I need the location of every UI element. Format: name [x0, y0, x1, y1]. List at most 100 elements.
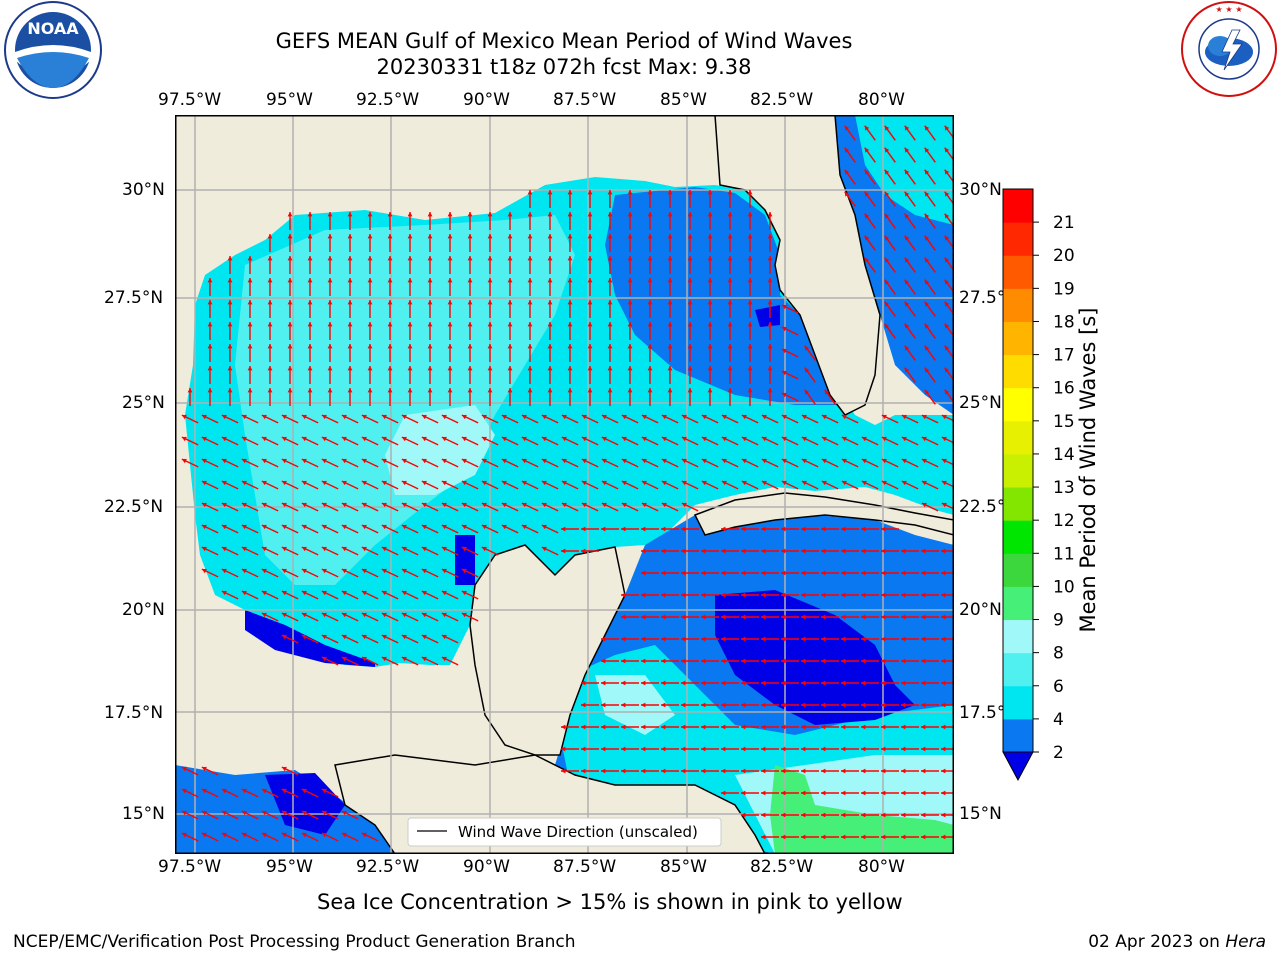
wind-wave-arrow-head: [361, 656, 367, 662]
wind-wave-arrow-head: [201, 480, 207, 486]
wind-wave-arrow-head: [427, 278, 433, 283]
wind-wave-arrow-head: [361, 634, 367, 640]
wind-wave-arrow-head: [381, 546, 387, 552]
wind-wave-arrow-head: [301, 480, 307, 486]
wind-wave-arrow-head: [327, 300, 333, 305]
wind-wave-arrow-head: [227, 256, 233, 261]
wind-wave-arrow-head: [361, 832, 367, 838]
wind-wave-arrow-head: [941, 570, 946, 576]
wind-wave-arrow-head: [881, 834, 886, 840]
wind-wave-arrow-head: [801, 614, 806, 620]
wind-wave-arrow-head: [767, 212, 773, 217]
wind-wave-arrow-head: [441, 458, 447, 464]
wind-wave-arrow-head: [487, 300, 493, 305]
wind-wave-arrow-head: [581, 480, 587, 486]
wind-wave-arrow-head: [401, 502, 407, 508]
wind-wave-arrow-head: [841, 834, 846, 840]
wind-wave-arrow-head: [447, 300, 453, 305]
wind-wave-arrow-head: [487, 366, 493, 371]
wind-wave-arrow-head: [884, 213, 890, 219]
wind-wave-arrow-head: [201, 436, 207, 442]
wind-wave-arrow-head: [681, 702, 686, 708]
wind-wave-arrow-head: [207, 322, 213, 327]
wind-wave-arrow-head: [601, 526, 606, 532]
wind-wave-arrow-head: [941, 658, 946, 664]
wind-wave-arrow-head: [761, 548, 766, 554]
wind-wave-arrow-head: [261, 810, 267, 816]
wind-wave-arrow-head: [621, 502, 627, 508]
wind-wave-arrow-head: [707, 344, 713, 349]
wind-wave-arrow-head: [681, 570, 686, 576]
wind-wave-arrow-head: [921, 790, 926, 796]
wind-wave-arrow-head: [321, 568, 327, 574]
wind-wave-arrow-head: [421, 524, 427, 530]
lon-label: 87.5°W: [553, 857, 617, 877]
wind-wave-arrow-head: [681, 614, 686, 620]
wind-wave-arrow-head: [347, 256, 353, 261]
wind-wave-arrow-head: [747, 256, 753, 261]
wind-wave-arrow-head: [207, 344, 213, 349]
legend-label: Wind Wave Direction (unscaled): [458, 823, 698, 841]
wind-wave-arrow-head: [901, 658, 906, 664]
colorbar-tick-label: 18: [1053, 312, 1075, 332]
wind-wave-arrow-head: [261, 414, 267, 420]
lat-label: 25°N: [959, 393, 1002, 413]
wind-wave-arrow-head: [861, 592, 866, 598]
wind-wave-arrow-head: [941, 680, 946, 686]
wind-wave-arrow-head: [241, 568, 247, 574]
wind-wave-arrow-head: [527, 344, 533, 349]
wind-wave-arrow-head: [621, 746, 626, 752]
wind-wave-arrow-head: [941, 548, 946, 554]
colorbar-tick-label: 13: [1053, 478, 1075, 498]
wind-wave-arrow-head: [861, 834, 866, 840]
wind-wave-arrow-head: [781, 370, 787, 376]
wind-wave-arrow-head: [521, 436, 527, 442]
wind-wave-arrow-head: [587, 278, 593, 283]
wind-wave-arrow-head: [387, 234, 393, 239]
wind-wave-arrow-head: [841, 436, 847, 442]
colorbar-band: [1003, 718, 1033, 753]
wind-wave-arrow-head: [821, 724, 826, 730]
wind-wave-arrow-head: [924, 367, 930, 373]
wind-wave-arrow-head: [741, 702, 746, 708]
wind-wave-arrow-head: [801, 414, 807, 420]
wind-wave-arrow-head: [221, 414, 227, 420]
wind-wave-arrow-head: [401, 458, 407, 464]
wind-wave-arrow-head: [707, 190, 713, 195]
wind-wave-arrow-head: [944, 125, 950, 131]
wind-wave-arrow-head: [681, 746, 686, 752]
wind-wave-arrow-head: [924, 257, 930, 263]
wind-wave-arrow-head: [301, 568, 307, 574]
wind-wave-arrow-head: [321, 502, 327, 508]
wind-wave-arrow-head: [741, 436, 747, 442]
wind-wave-arrow-head: [581, 548, 586, 554]
lat-label: 15°N: [122, 804, 165, 824]
wind-wave-arrow-head: [367, 234, 373, 239]
wind-wave-arrow-head: [427, 344, 433, 349]
wind-wave-arrow-head: [427, 256, 433, 261]
footer-credit: NCEP/EMC/Verification Post Processing Pr…: [13, 932, 576, 952]
wind-wave-arrow-head: [621, 526, 626, 532]
wind-wave-arrow-head: [361, 568, 367, 574]
wind-wave-arrow-head: [924, 389, 930, 395]
wind-wave-arrow-head: [741, 526, 746, 532]
colorbar-band: [1003, 387, 1033, 422]
wind-wave-arrow-head: [527, 212, 533, 217]
wind-wave-arrow-head: [727, 256, 733, 261]
wind-wave-arrow-head: [307, 322, 313, 327]
wind-wave-arrow-head: [401, 436, 407, 442]
wind-wave-arrow-head: [261, 524, 267, 530]
wind-wave-arrow-head: [281, 436, 287, 442]
wind-wave-arrow-head: [707, 322, 713, 327]
wind-wave-arrow-head: [661, 414, 667, 420]
wind-wave-arrow-head: [801, 592, 806, 598]
wind-wave-arrow-head: [747, 388, 753, 393]
wind-wave-arrow-head: [447, 278, 453, 283]
wind-wave-arrow-head: [261, 568, 267, 574]
wind-wave-arrow-head: [707, 300, 713, 305]
wind-wave-arrow-head: [601, 724, 606, 730]
wind-wave-arrow-head: [864, 257, 870, 263]
wind-wave-arrow-head: [267, 366, 273, 371]
wind-wave-arrow-head: [341, 656, 347, 662]
wind-wave-arrow-head: [407, 234, 413, 239]
